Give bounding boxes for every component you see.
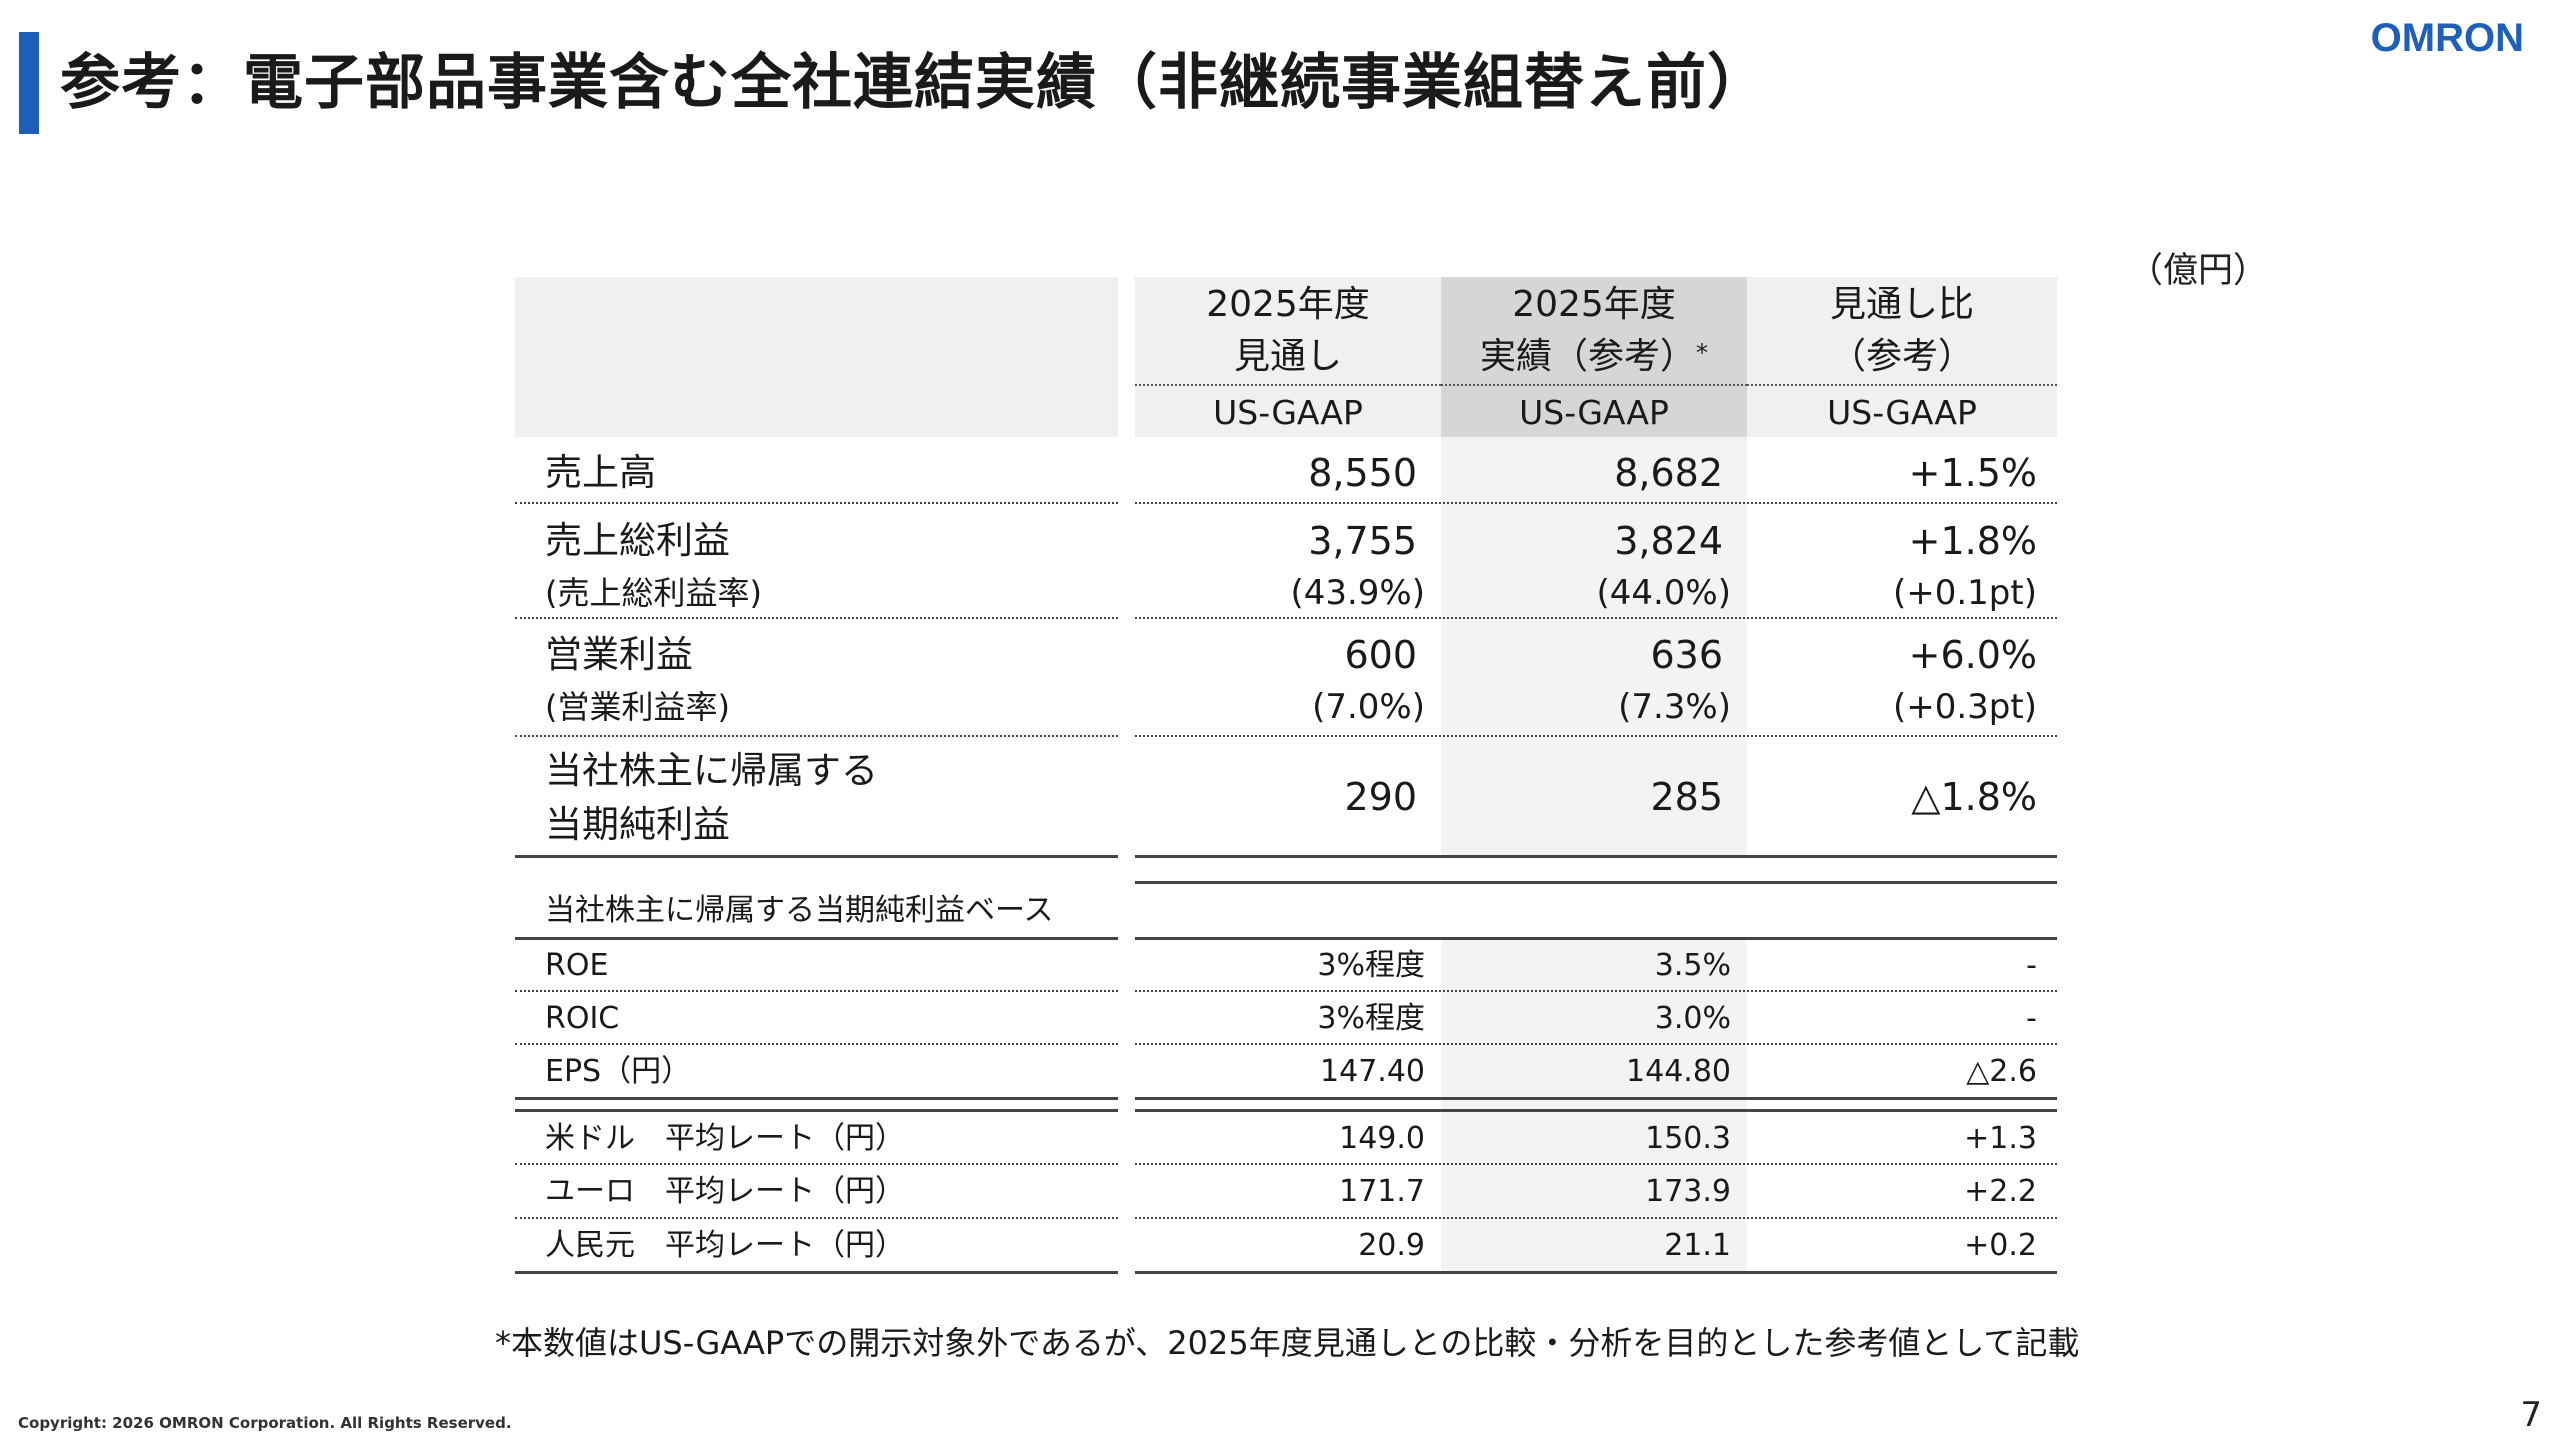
revenue-comparison: +1.5% (1908, 451, 2037, 495)
gross-margin-actual: (44.0%) (1596, 573, 1731, 613)
roe-comparison: - (2026, 948, 2037, 983)
roic-actual: 3.0% (1654, 1001, 1731, 1036)
copyright: Copyright: 2026 OMRON Corporation. All R… (18, 1414, 512, 1432)
row-label-eps: EPS（円） (545, 1054, 692, 1089)
title-accent-bar (19, 32, 39, 134)
page-title: 参考：電子部品事業含む全社連結実績（非継続事業組替え前） (60, 48, 1768, 118)
header-bg-actual (1441, 277, 1747, 437)
eps-forecast: 147.40 (1320, 1054, 1425, 1089)
net-income-actual: 285 (1650, 775, 1723, 819)
roic-forecast: 3%程度 (1317, 1001, 1425, 1036)
revenue-forecast: 8,550 (1308, 451, 1417, 495)
actual-column-shading (1441, 437, 1747, 855)
row-sublabel-gross-margin: (売上総利益率) (545, 574, 762, 612)
actual-column-shading (1441, 940, 1747, 1271)
divider (515, 617, 1118, 619)
usd-rate-actual: 150.3 (1645, 1121, 1731, 1156)
row-label-roe: ROE (545, 948, 609, 983)
divider-solid (1135, 1097, 2057, 1100)
revenue-actual: 8,682 (1614, 451, 1723, 495)
divider (515, 990, 1118, 992)
cny-rate-forecast: 20.9 (1358, 1228, 1425, 1263)
column-header-actual: 2025年度 実績（参考）* (1479, 284, 1708, 377)
column-header-forecast: 2025年度 見通し (1206, 284, 1370, 377)
net-income-forecast: 290 (1344, 775, 1417, 819)
operating-income-comparison: +6.0% (1908, 633, 2037, 677)
row-label-gross-profit: 売上総利益 (545, 519, 730, 562)
omron-logo: OMRON (2370, 16, 2524, 60)
divider (1135, 990, 2057, 992)
eur-rate-forecast: 171.7 (1339, 1174, 1425, 1209)
divider-solid (515, 1271, 1118, 1274)
row-label-net-income-line1: 当社株主に帰属する (545, 749, 878, 792)
operating-income-actual: 636 (1650, 633, 1723, 677)
eps-comparison: △2.6 (1966, 1054, 2037, 1089)
divider (1135, 1217, 2057, 1219)
header-bg-label-col (515, 277, 1118, 437)
page-number: 7 (2520, 1395, 2542, 1435)
divider-solid (1135, 1109, 2057, 1112)
eps-actual: 144.80 (1626, 1054, 1731, 1089)
section-header-net-income-basis: 当社株主に帰属する当期純利益ベース (545, 893, 1054, 928)
basis-comparison: US-GAAP (1747, 384, 2057, 437)
column-header-comparison: 見通し比 （参考） (1829, 284, 1974, 377)
eur-rate-comparison: +2.2 (1964, 1174, 2037, 1209)
divider-solid (1135, 1271, 2057, 1274)
divider (1135, 617, 2057, 619)
roe-forecast: 3%程度 (1317, 948, 1425, 983)
row-label-revenue: 売上高 (545, 451, 656, 494)
divider (515, 1217, 1118, 1219)
divider-solid (1135, 881, 2057, 884)
gross-margin-forecast: (43.9%) (1290, 573, 1425, 613)
divider-solid (515, 855, 1118, 858)
row-label-cny-rate: 人民元 平均レート（円） (545, 1228, 905, 1263)
gross-profit-forecast: 3,755 (1308, 519, 1417, 563)
cny-rate-comparison: +0.2 (1964, 1228, 2037, 1263)
row-sublabel-operating-margin: (営業利益率) (545, 688, 730, 726)
roe-actual: 3.5% (1654, 948, 1731, 983)
gross-margin-comparison: (+0.1pt) (1892, 573, 2037, 613)
header-bg-comparison (1747, 277, 2057, 437)
operating-margin-comparison: (+0.3pt) (1892, 687, 2037, 727)
row-label-roic: ROIC (545, 1001, 620, 1036)
usd-rate-forecast: 149.0 (1339, 1121, 1425, 1156)
divider (1135, 735, 2057, 737)
divider (1135, 1163, 2057, 1165)
gross-profit-actual: 3,824 (1614, 519, 1723, 563)
cny-rate-actual: 21.1 (1664, 1228, 1731, 1263)
divider-solid (515, 937, 1118, 940)
divider (1135, 1043, 2057, 1045)
header-bg-forecast (1135, 277, 1441, 437)
divider-solid (515, 1097, 1118, 1100)
footnote: *本数値はUS-GAAPでの開示対象外であるが、2025年度見通しとの比較・分析… (495, 1324, 2080, 1362)
operating-margin-forecast: (7.0%) (1312, 687, 1425, 727)
divider-solid (1135, 855, 2057, 858)
row-label-net-income-line2: 当期純利益 (545, 803, 730, 846)
net-income-comparison: △1.8% (1911, 775, 2037, 819)
row-label-eur-rate: ユーロ 平均レート（円） (545, 1174, 905, 1209)
divider (515, 502, 1118, 504)
footnote-marker: * (1696, 339, 1708, 367)
unit-label: （億円） (2128, 251, 2269, 291)
divider-solid (515, 1109, 1118, 1112)
basis-forecast: US-GAAP (1135, 384, 1441, 437)
operating-income-forecast: 600 (1344, 633, 1417, 677)
divider (515, 735, 1118, 737)
usd-rate-comparison: +1.3 (1964, 1121, 2037, 1156)
operating-margin-actual: (7.3%) (1618, 687, 1731, 727)
basis-actual: US-GAAP (1441, 384, 1747, 437)
roic-comparison: - (2026, 1001, 2037, 1036)
divider (515, 1163, 1118, 1165)
divider (1135, 502, 2057, 504)
row-label-operating-income: 営業利益 (545, 633, 693, 676)
divider-solid (1135, 937, 2057, 940)
gross-profit-comparison: +1.8% (1908, 519, 2037, 563)
eur-rate-actual: 173.9 (1645, 1174, 1731, 1209)
divider (515, 1043, 1118, 1045)
row-label-usd-rate: 米ドル 平均レート（円） (545, 1121, 905, 1156)
